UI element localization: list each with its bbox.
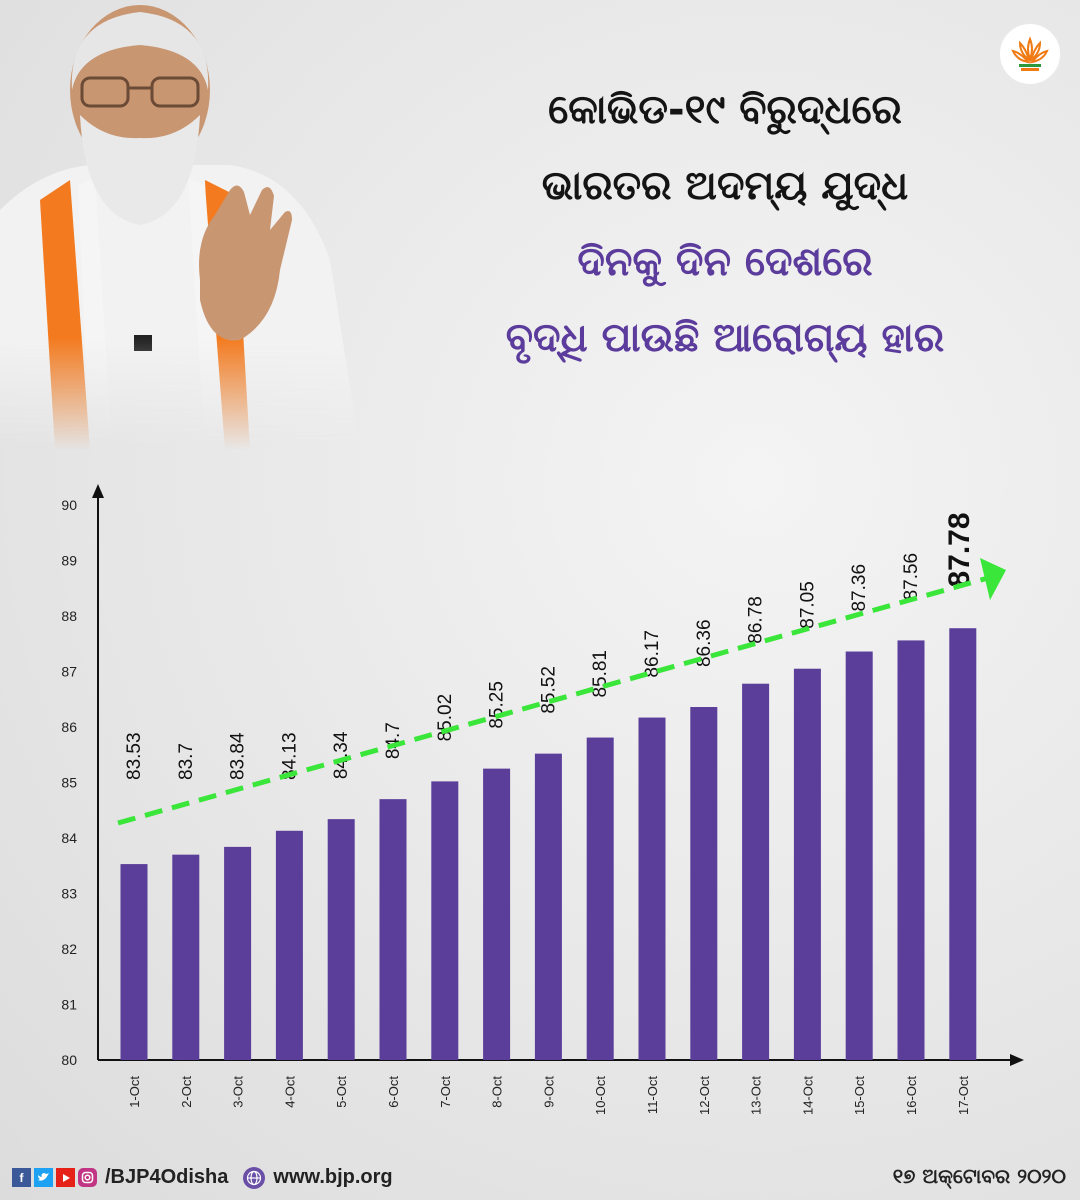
bar-value-label: 86.17: [642, 630, 663, 678]
y-tick-label: 82: [61, 941, 77, 957]
bar: [275, 830, 303, 1060]
y-tick-label: 81: [61, 997, 77, 1013]
social-links: f /BJP4Odisha www.bjp.org: [12, 1166, 393, 1189]
leader-portrait: [0, 0, 380, 450]
headline-line-2: ଭାରତର ଅଦମ୍ୟ ଯୁଦ୍ଧ: [541, 163, 909, 209]
bar: [845, 651, 873, 1060]
x-tick-label: 15-Oct: [852, 1076, 867, 1115]
x-tick-label: 5-Oct: [334, 1076, 349, 1108]
x-tick-label: 9-Oct: [541, 1076, 556, 1108]
x-tick-label: 11-Oct: [645, 1076, 660, 1114]
x-tick-label: 2-Oct: [179, 1076, 194, 1108]
bar: [483, 768, 511, 1060]
y-tick-label: 84: [61, 830, 77, 846]
bar-value-label: 84.34: [331, 731, 352, 779]
x-tick-label: 17-Oct: [956, 1076, 971, 1115]
bar: [742, 683, 770, 1060]
bar: [897, 640, 925, 1060]
bar-value-label: 83.53: [124, 732, 145, 780]
youtube-icon[interactable]: [56, 1168, 75, 1187]
party-logo: [998, 22, 1062, 86]
bar: [690, 707, 718, 1060]
headline-line-1: କୋଭିଡ-୧୯ ବିରୁଦ୍ଧରେ: [548, 87, 902, 133]
x-tick-label: 10-Oct: [593, 1076, 608, 1115]
social-handle[interactable]: /BJP4Odisha: [105, 1166, 229, 1188]
bar: [586, 737, 614, 1060]
trend-arrow-head: [980, 558, 1006, 600]
bar-value-label: 84.13: [279, 732, 300, 780]
x-tick-label: 6-Oct: [386, 1076, 401, 1108]
x-tick-label: 8-Oct: [490, 1076, 505, 1108]
headline: କୋଭିଡ-୧୯ ବିରୁଦ୍ଧରେ ଭାରତର ଅଦମ୍ୟ ଯୁଦ୍ଧ ଦିନ…: [380, 72, 1070, 376]
x-axis-arrow: [1010, 1054, 1024, 1066]
bar: [172, 854, 200, 1060]
y-tick-label: 86: [61, 719, 77, 735]
x-tick-label: 16-Oct: [904, 1076, 919, 1115]
y-tick-label: 90: [61, 497, 77, 513]
bar: [793, 668, 821, 1060]
twitter-icon[interactable]: [34, 1168, 53, 1187]
x-tick-label: 3-Oct: [231, 1076, 246, 1108]
trend-line: [117, 575, 989, 826]
bar-value-label: 85.25: [487, 681, 508, 729]
bar-value-label: 83.84: [228, 732, 249, 780]
instagram-icon[interactable]: [78, 1168, 97, 1187]
bar-value-label: 87.56: [901, 553, 922, 601]
bar-value-label: 84.7: [383, 722, 404, 759]
bar: [379, 799, 407, 1060]
bar-value-label: 87.36: [849, 564, 870, 612]
y-axis-arrow: [92, 484, 104, 498]
chart-svg: 80 81 82 83 84 85 86 87 88 89 90 83.53 1-Oct 83.7 2-Oc…: [61, 484, 1024, 1115]
bar-value-label: 83.7: [176, 743, 197, 780]
headline-line-3: ଦିନକୁ ଦିନ ଦେଶରେ: [577, 239, 873, 285]
headline-line-4: ବୃଦ୍ଧି ପାଉଛି ଆରୋଗ୍ୟ ହାର: [505, 315, 945, 361]
y-tick-label: 83: [61, 886, 77, 902]
globe-icon: [243, 1166, 266, 1189]
facebook-icon[interactable]: f: [12, 1168, 31, 1187]
bar-value-label: 85.02: [435, 694, 456, 742]
recovery-rate-chart: 80 81 82 83 84 85 86 87 88 89 90 83.53 1-Oct 83.7 2-Oc…: [0, 440, 1080, 1140]
y-tick-label: 85: [61, 775, 77, 791]
y-tick-label: 88: [61, 608, 77, 624]
post-date: ୧୭ ଅକ୍ଟୋବର ୨୦୨୦: [892, 1164, 1066, 1188]
x-tick-label: 1-Oct: [127, 1076, 142, 1108]
bar: [327, 819, 355, 1060]
x-tick-label: 13-Oct: [749, 1076, 764, 1115]
y-tick-label: 80: [61, 1052, 77, 1068]
bar: [949, 628, 977, 1060]
y-tick-label: 87: [61, 664, 77, 680]
bar-value-label: 85.52: [538, 666, 559, 714]
website-link[interactable]: www.bjp.org: [273, 1166, 393, 1188]
x-tick-label: 14-Oct: [800, 1076, 815, 1115]
bar: [431, 781, 459, 1060]
bar: [534, 753, 562, 1060]
x-tick-label: 12-Oct: [697, 1076, 712, 1115]
bar-value-label: 87.78: [943, 512, 976, 587]
bar-value-label: 86.78: [746, 596, 767, 644]
x-tick-label: 4-Oct: [282, 1076, 297, 1108]
y-tick-label: 89: [61, 553, 77, 569]
bar-value-label: 87.05: [797, 581, 818, 629]
bar: [120, 864, 148, 1060]
bar-value-label: 86.36: [694, 619, 715, 667]
footer: f /BJP4Odisha www.bjp.org ୧୭ ଅକ୍ଟୋବର ୨୦୨…: [0, 1160, 1080, 1200]
x-tick-label: 7-Oct: [438, 1076, 453, 1108]
bar: [224, 846, 252, 1060]
bar: [638, 717, 666, 1060]
